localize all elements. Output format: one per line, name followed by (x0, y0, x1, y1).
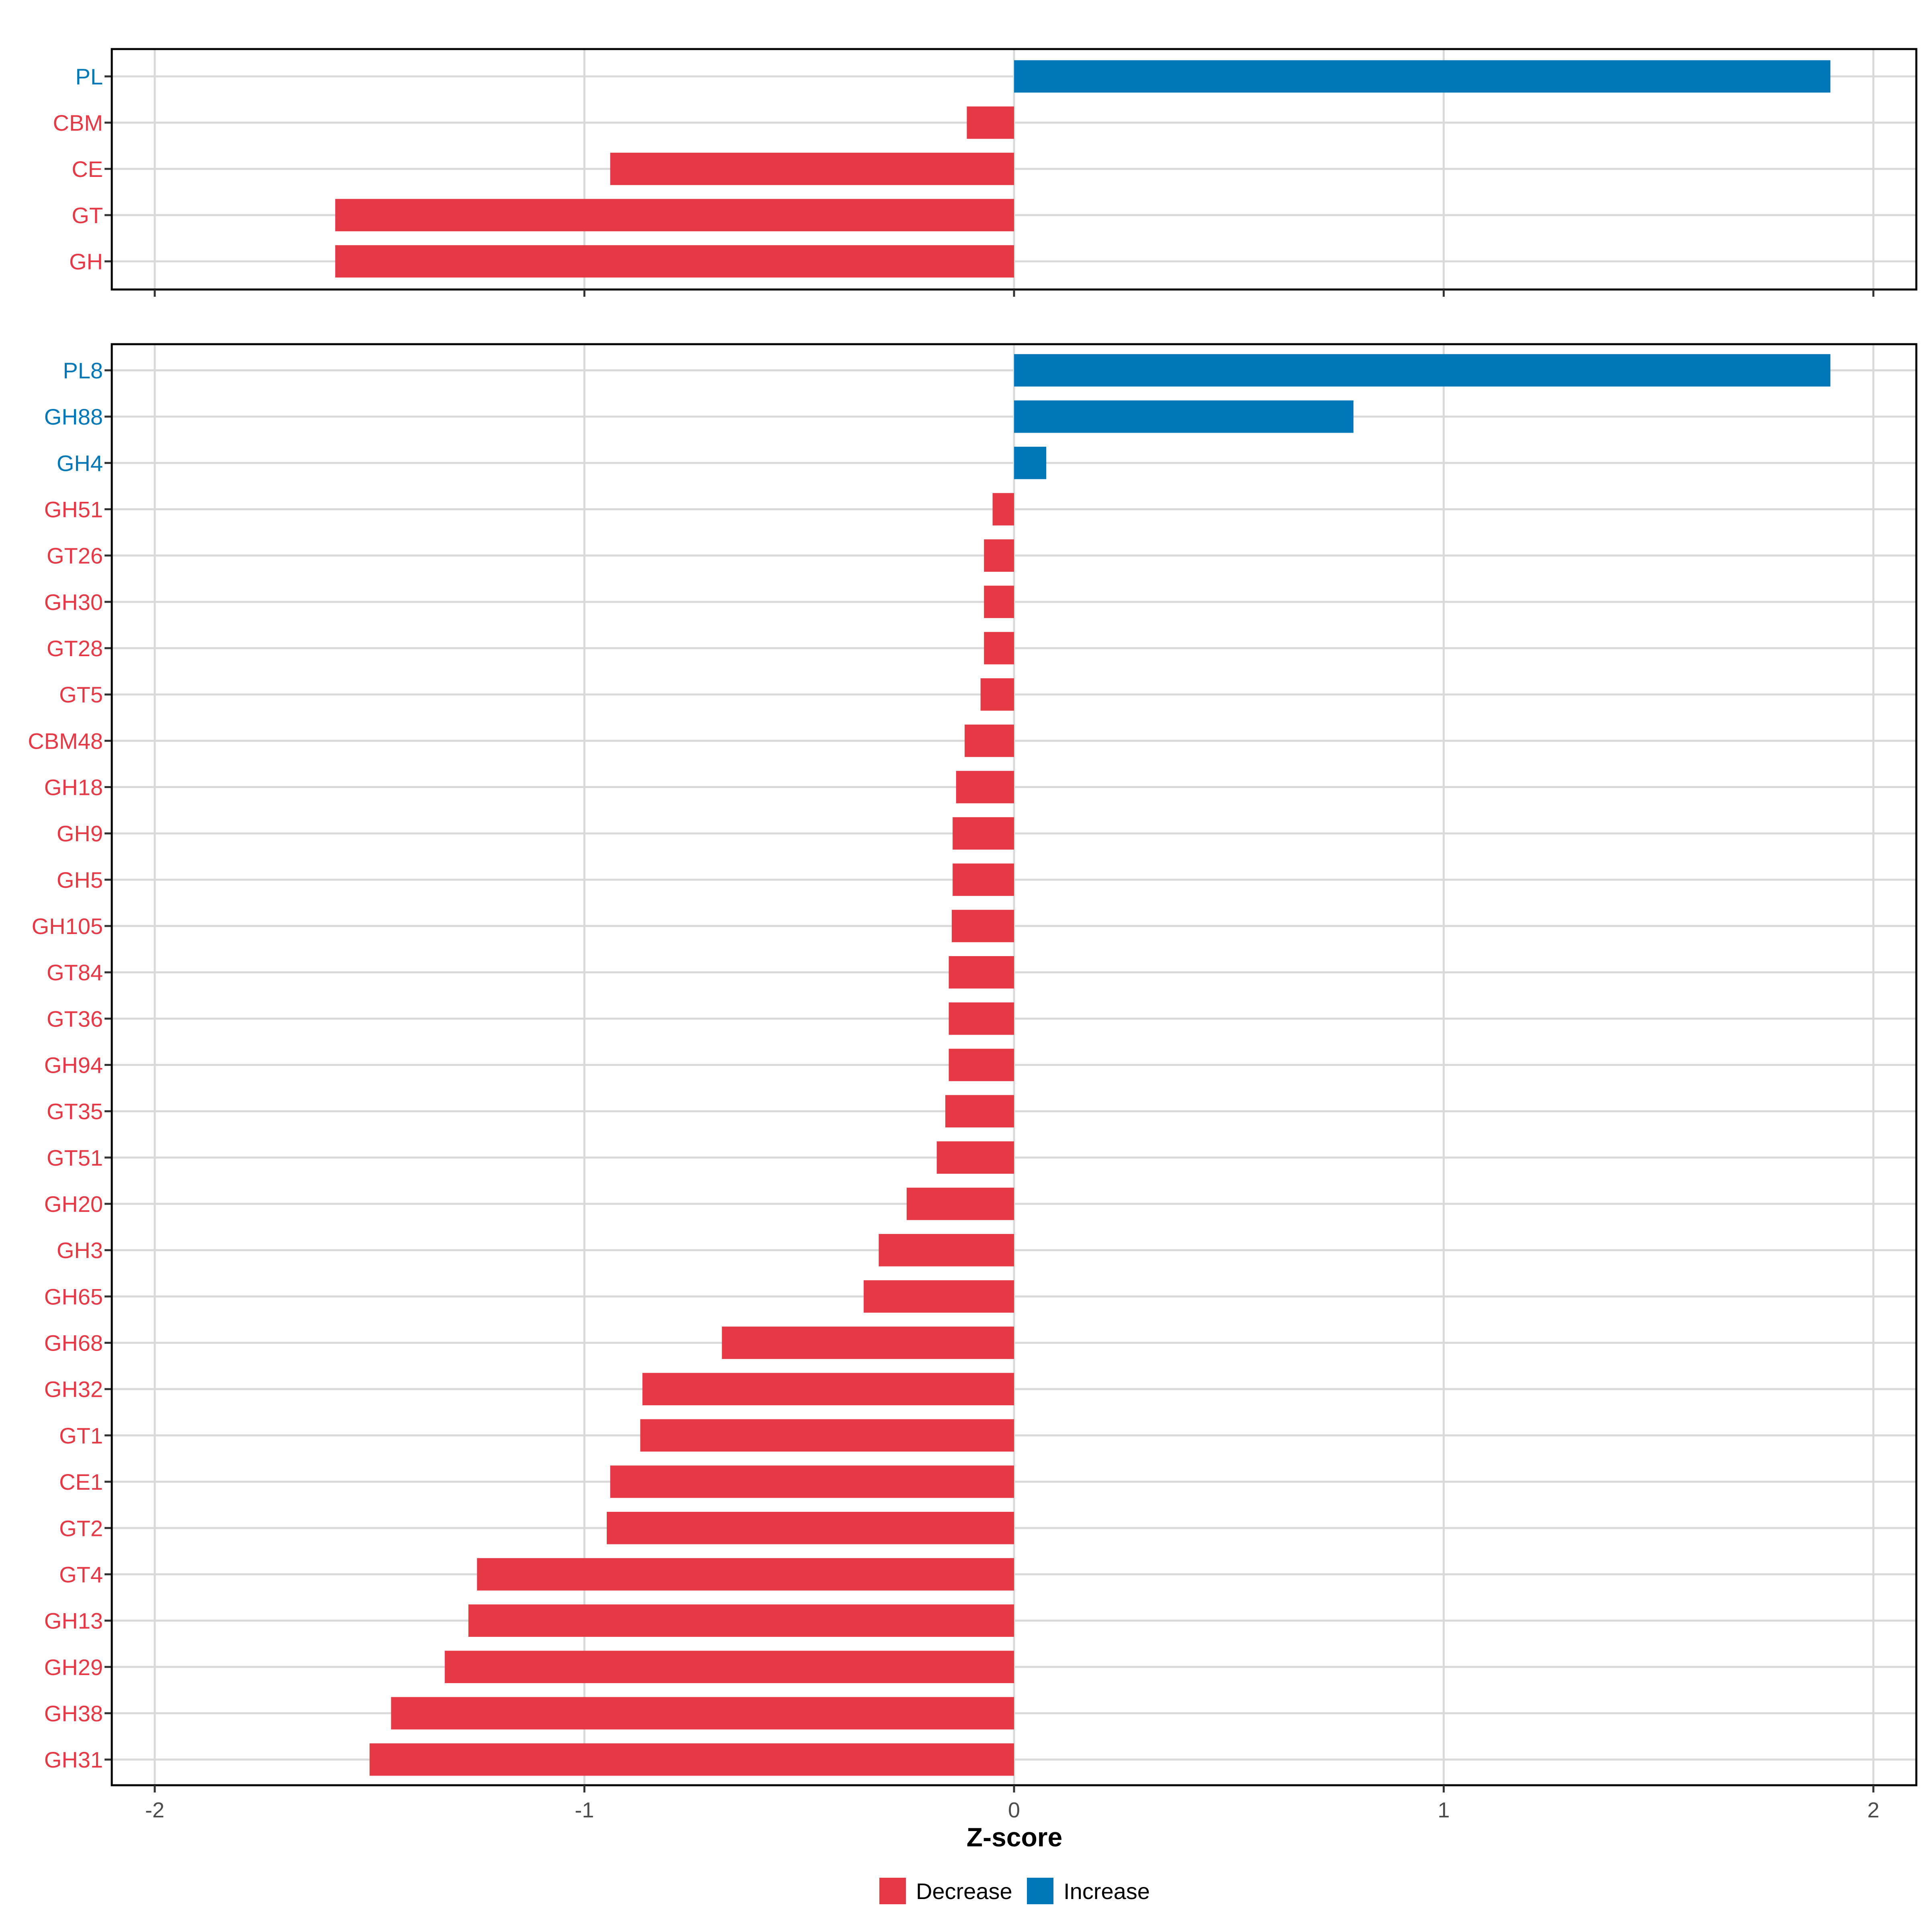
bar-gh29 (445, 1651, 1014, 1684)
category-label-ce1: CE1 (59, 1469, 103, 1495)
bar-gt4 (477, 1558, 1014, 1591)
x-tick-label: 0 (1008, 1798, 1020, 1822)
bar-gt1 (640, 1419, 1014, 1452)
category-label-gh3: GH3 (57, 1238, 103, 1263)
x-tick-label: 2 (1867, 1798, 1879, 1822)
bar-gh65 (864, 1280, 1014, 1313)
category-label-gt4: GT4 (59, 1562, 103, 1587)
bar-gt2 (606, 1511, 1014, 1544)
bar-gh4 (1014, 447, 1047, 479)
bar-gt36 (949, 1002, 1014, 1035)
category-label-gh94: GH94 (44, 1053, 103, 1078)
bar-gt5 (980, 678, 1014, 711)
category-label-gh18: GH18 (44, 775, 103, 800)
category-label-gh88: GH88 (44, 404, 103, 429)
bar-gh31 (370, 1743, 1014, 1776)
category-label-gt: GT (72, 203, 103, 228)
bar-gt (335, 199, 1014, 232)
category-label-gh5: GH5 (57, 867, 103, 893)
category-label-gh51: GH51 (44, 497, 103, 522)
legend-swatch-decrease (879, 1878, 906, 1904)
bar-ce1 (610, 1465, 1014, 1498)
category-label-cbm: CBM (53, 110, 103, 136)
category-label-gh: GH (69, 249, 103, 274)
bar-gh13 (468, 1604, 1014, 1637)
bar-gt26 (984, 539, 1014, 572)
bar-ce (610, 152, 1014, 185)
legend-label-increase: Increase (1064, 1879, 1150, 1904)
category-label-gt51: GT51 (47, 1145, 103, 1170)
category-label-cbm48: CBM48 (28, 728, 103, 754)
bar-gh105 (952, 910, 1014, 942)
category-label-gh4: GH4 (57, 450, 103, 476)
category-label-gt36: GT36 (47, 1006, 103, 1031)
x-axis-title: Z-score (967, 1822, 1062, 1852)
legend: Decrease Increase (879, 1878, 1150, 1904)
category-label-pl: PL (76, 64, 103, 89)
bar-cbm48 (965, 725, 1014, 757)
bar-gh (335, 245, 1014, 278)
bar-pl8 (1014, 354, 1831, 387)
category-label-gt35: GT35 (47, 1099, 103, 1124)
bar-gh32 (642, 1373, 1014, 1406)
category-label-gh68: GH68 (44, 1330, 103, 1356)
category-label-gt1: GT1 (59, 1423, 103, 1448)
x-tick-label: -2 (145, 1798, 164, 1822)
category-label-gh13: GH13 (44, 1608, 103, 1634)
legend-swatch-increase (1027, 1878, 1053, 1904)
category-label-gh32: GH32 (44, 1377, 103, 1402)
bar-gh18 (956, 771, 1014, 803)
bottom-panel: PL8GH88GH4GH51GT26GH30GT28GT5CBM48GH18GH… (28, 343, 1918, 1822)
category-label-gt5: GT5 (59, 682, 103, 707)
bar-pl (1014, 60, 1831, 93)
category-label-gh65: GH65 (44, 1284, 103, 1309)
category-label-gt2: GT2 (59, 1515, 103, 1541)
legend-label-decrease: Decrease (916, 1879, 1012, 1904)
bar-gh20 (906, 1187, 1014, 1220)
category-label-gh29: GH29 (44, 1655, 103, 1680)
x-tick-label: 1 (1438, 1798, 1450, 1822)
category-label-ce: CE (72, 156, 103, 182)
category-label-gh30: GH30 (44, 589, 103, 615)
category-label-gt84: GT84 (47, 960, 103, 985)
category-label-pl8: PL8 (63, 358, 103, 383)
bar-gt28 (984, 632, 1014, 665)
category-label-gh38: GH38 (44, 1701, 103, 1726)
bar-gh94 (949, 1049, 1014, 1081)
x-tick-label: -1 (575, 1798, 594, 1822)
category-label-gt26: GT26 (47, 543, 103, 569)
category-label-gh105: GH105 (32, 914, 103, 939)
bar-gh38 (391, 1697, 1014, 1730)
bar-cbm (967, 106, 1014, 139)
bar-gt51 (936, 1141, 1014, 1174)
category-label-gt28: GT28 (47, 636, 103, 661)
bar-gh9 (953, 817, 1014, 850)
bar-gh68 (722, 1326, 1014, 1359)
category-label-gh9: GH9 (57, 821, 103, 846)
category-label-gh20: GH20 (44, 1191, 103, 1217)
bar-gh51 (992, 493, 1014, 526)
bar-gt35 (945, 1095, 1014, 1128)
bar-gh88 (1014, 400, 1354, 433)
bar-gh30 (984, 585, 1014, 618)
category-label-gh31: GH31 (44, 1747, 103, 1772)
bar-gt84 (949, 956, 1014, 989)
top-panel: PL CBM CE GT GH (53, 48, 1918, 297)
bar-gh3 (879, 1234, 1014, 1267)
bar-gh5 (953, 863, 1014, 896)
